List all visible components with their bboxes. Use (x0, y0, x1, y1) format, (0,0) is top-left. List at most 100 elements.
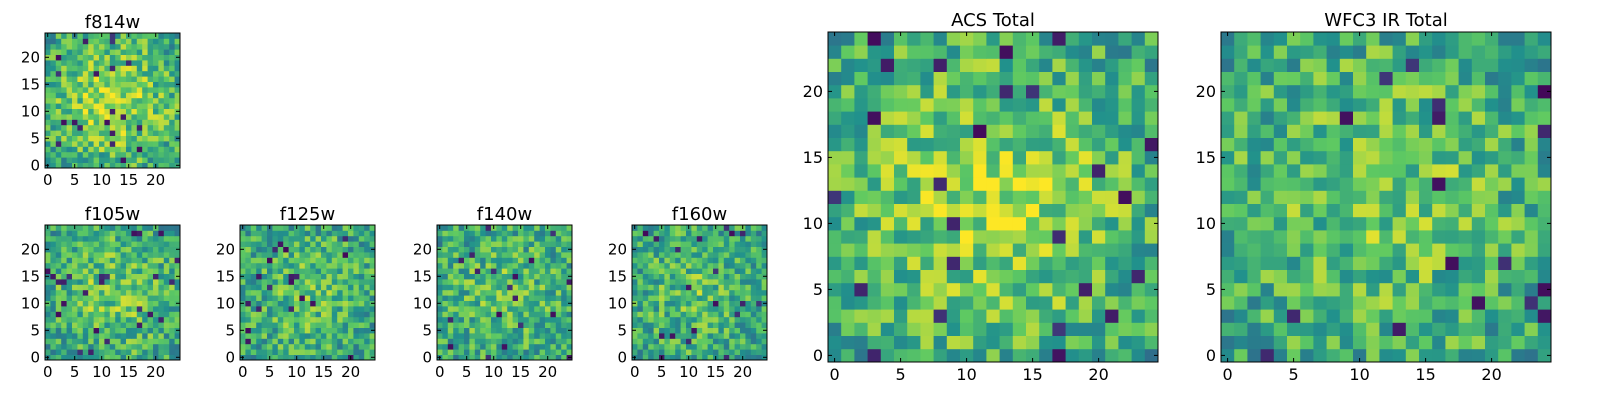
heatmap-cell (337, 268, 343, 274)
heatmap-cell (1485, 322, 1499, 336)
heatmap-cell (61, 97, 67, 104)
heatmap-cell (555, 257, 562, 264)
heatmap-cell (99, 273, 105, 280)
heatmap-cell (120, 349, 127, 355)
heatmap-cell (353, 262, 360, 269)
heatmap-cell (82, 252, 89, 258)
heatmap-cell (867, 150, 882, 165)
heatmap-cell (539, 295, 546, 301)
heatmap-cell (299, 284, 306, 291)
heatmap-cell (512, 273, 519, 280)
heatmap-cell (99, 54, 105, 61)
heatmap-cell (147, 43, 154, 50)
heatmap-cell (66, 333, 73, 339)
heatmap-cell (99, 333, 105, 339)
heatmap-cell (104, 103, 111, 109)
heatmap-cell (358, 230, 365, 237)
heatmap-cell (326, 284, 333, 291)
heatmap-cell (642, 333, 649, 339)
heatmap-cell (442, 349, 449, 355)
heatmap-cell (136, 87, 143, 93)
heatmap-cell (66, 273, 73, 280)
heatmap-cell (1300, 45, 1314, 59)
heatmap-cell (1326, 111, 1341, 125)
y-tick-label: 20 (216, 241, 235, 259)
heatmap-cell (261, 311, 268, 318)
heatmap-cell (946, 111, 961, 125)
heatmap-cell (331, 225, 338, 231)
heatmap-cell (960, 45, 974, 59)
heatmap-cell (283, 289, 289, 296)
heatmap-cell (453, 316, 459, 323)
heatmap-cell (109, 87, 116, 93)
heatmap-cell (256, 354, 262, 361)
heatmap-cell (485, 300, 492, 307)
heatmap-cell (691, 268, 698, 274)
heatmap-cell (933, 230, 948, 244)
heatmap-cell (88, 300, 94, 307)
heatmap-cell (894, 45, 908, 59)
heatmap-cell (45, 230, 51, 237)
heatmap-cell (136, 311, 143, 318)
heatmap-cell (120, 354, 127, 361)
heatmap-cell (1144, 348, 1159, 363)
heatmap-cell (1313, 230, 1327, 244)
heatmap-cell (72, 49, 78, 55)
heatmap-cell (745, 241, 752, 247)
heatmap-cell (528, 246, 535, 253)
heatmap-cell (828, 269, 842, 284)
heatmap-cell (299, 230, 306, 237)
heatmap-cell (109, 311, 116, 318)
heatmap-cell (1065, 203, 1080, 218)
heatmap-cell (1353, 84, 1367, 99)
heatmap-cell (99, 246, 105, 253)
heatmap-cell (104, 124, 111, 131)
heatmap-cell (163, 284, 170, 291)
heatmap-cell (104, 230, 111, 237)
heatmap-cell (120, 103, 127, 109)
heatmap-cell (539, 338, 546, 345)
heatmap-cell (1366, 98, 1380, 112)
heatmap-cell (437, 322, 443, 328)
y-tick-label: 20 (21, 49, 40, 67)
heatmap-cell (321, 252, 327, 258)
heatmap-cell (659, 252, 665, 258)
heatmap-cell (1300, 230, 1314, 244)
heatmap-cell (512, 268, 519, 274)
heatmap-cell (55, 97, 62, 104)
heatmap-cell (77, 343, 84, 350)
heatmap-cell (120, 343, 127, 350)
heatmap-cell (1524, 98, 1539, 112)
heatmap-cell (1485, 32, 1499, 46)
heatmap-cell (267, 241, 273, 247)
heatmap-cell (653, 235, 660, 242)
heatmap-cell (126, 338, 132, 345)
heatmap-cell (480, 279, 486, 285)
heatmap-cell (686, 262, 692, 269)
heatmap-cell (518, 246, 524, 253)
heatmap-cell (1458, 45, 1473, 59)
heatmap-cell (66, 311, 73, 318)
heatmap-cell (480, 338, 486, 345)
heatmap-cell (1313, 98, 1327, 112)
heatmap-cell (163, 103, 170, 109)
heatmap-cell (126, 235, 132, 242)
heatmap-cell (77, 246, 84, 253)
heatmap-cell (99, 114, 105, 120)
heatmap-cell (1379, 243, 1393, 257)
heatmap-cell (1247, 111, 1261, 125)
x-tick-label: 10 (1349, 365, 1369, 384)
heatmap-cell (734, 295, 741, 301)
heatmap-cell (99, 87, 105, 93)
heatmap-cell (77, 33, 84, 39)
heatmap-cell (66, 76, 73, 82)
heatmap-cell (518, 295, 524, 301)
heatmap-cell (523, 343, 530, 350)
heatmap-cell (750, 225, 757, 231)
heatmap-cell (169, 108, 175, 115)
heatmap-cell (126, 246, 132, 253)
heatmap-cell (1524, 71, 1539, 86)
heatmap-cell (109, 146, 116, 153)
heatmap-cell (353, 322, 360, 328)
heatmap-cell (675, 354, 681, 361)
